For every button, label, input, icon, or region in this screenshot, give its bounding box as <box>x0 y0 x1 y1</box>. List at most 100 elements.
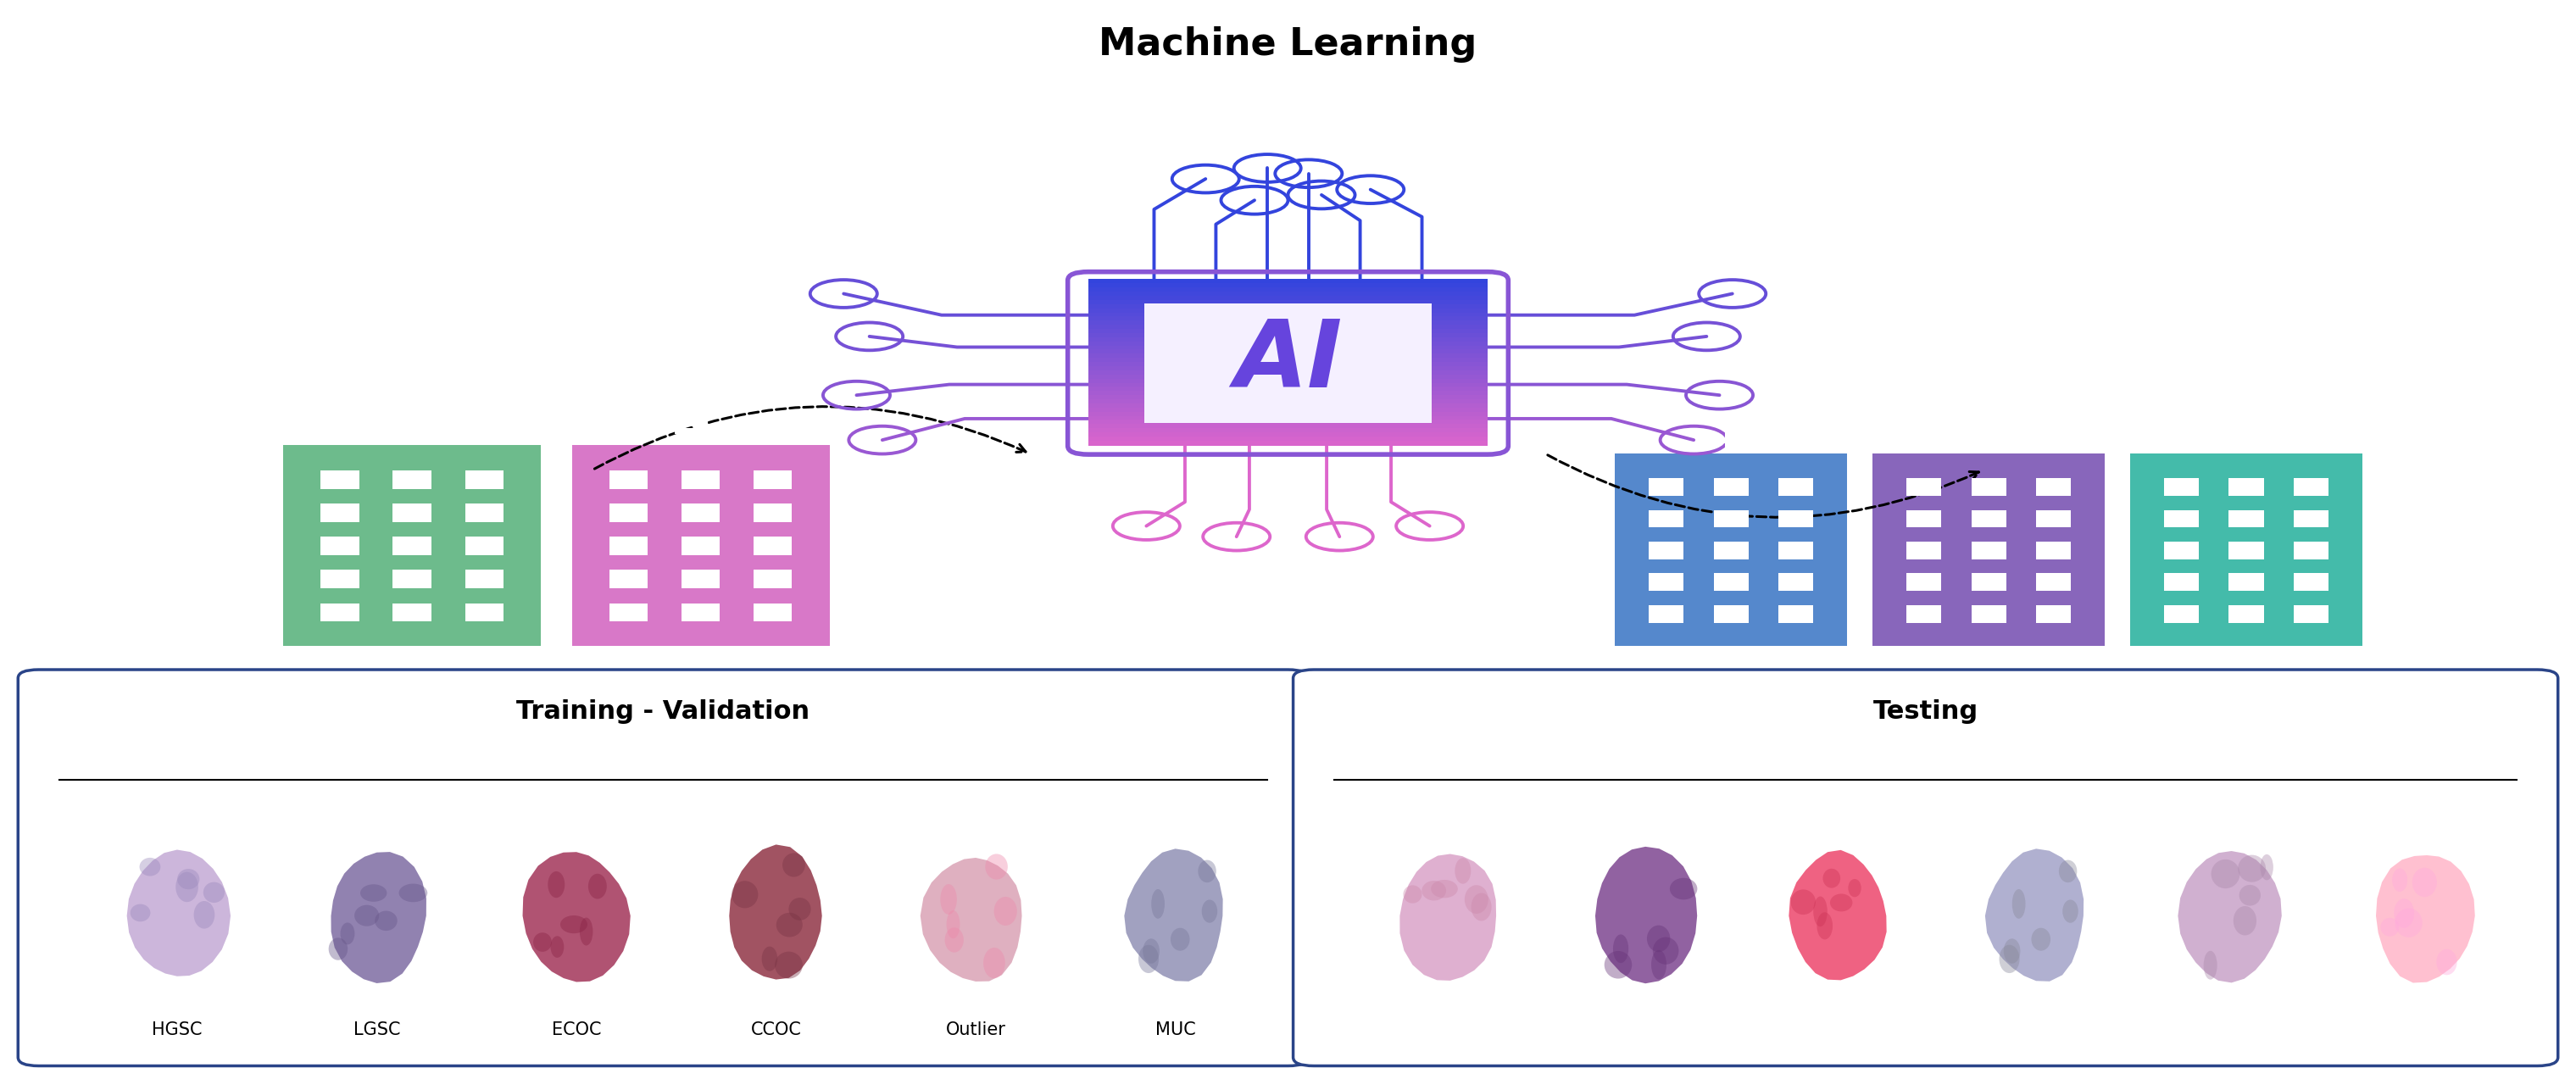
Ellipse shape <box>2239 854 2267 882</box>
Ellipse shape <box>1139 945 1159 973</box>
FancyBboxPatch shape <box>2164 604 2200 623</box>
Ellipse shape <box>2437 949 2458 975</box>
Ellipse shape <box>559 915 587 933</box>
FancyBboxPatch shape <box>680 537 721 555</box>
FancyBboxPatch shape <box>611 471 649 489</box>
FancyBboxPatch shape <box>1087 354 1489 359</box>
FancyBboxPatch shape <box>1971 509 2007 528</box>
FancyBboxPatch shape <box>1087 362 1489 367</box>
Ellipse shape <box>775 952 804 978</box>
FancyBboxPatch shape <box>2293 478 2329 496</box>
Polygon shape <box>1399 854 1497 980</box>
FancyBboxPatch shape <box>1971 478 2007 496</box>
FancyBboxPatch shape <box>1087 292 1489 297</box>
FancyBboxPatch shape <box>1087 387 1489 392</box>
Ellipse shape <box>533 932 551 952</box>
FancyBboxPatch shape <box>675 428 726 434</box>
FancyBboxPatch shape <box>2228 509 2264 528</box>
FancyBboxPatch shape <box>1087 415 1489 421</box>
FancyBboxPatch shape <box>1087 391 1489 396</box>
FancyBboxPatch shape <box>755 504 793 522</box>
FancyBboxPatch shape <box>464 537 505 555</box>
Ellipse shape <box>1455 858 1471 884</box>
FancyBboxPatch shape <box>1293 670 2558 1066</box>
Ellipse shape <box>1471 893 1492 921</box>
FancyBboxPatch shape <box>1087 309 1489 314</box>
FancyBboxPatch shape <box>1649 574 1685 591</box>
FancyBboxPatch shape <box>2228 604 2264 623</box>
FancyBboxPatch shape <box>2164 509 2200 528</box>
Ellipse shape <box>2411 867 2437 897</box>
Ellipse shape <box>732 881 757 908</box>
Text: Training - Validation: Training - Validation <box>518 700 809 724</box>
FancyBboxPatch shape <box>1087 342 1489 346</box>
FancyBboxPatch shape <box>1971 604 2007 623</box>
Polygon shape <box>1986 849 2084 981</box>
FancyBboxPatch shape <box>1087 437 1489 442</box>
FancyBboxPatch shape <box>1906 541 1942 560</box>
Ellipse shape <box>1790 890 1816 914</box>
FancyBboxPatch shape <box>1087 283 1489 288</box>
Polygon shape <box>920 858 1023 981</box>
Ellipse shape <box>984 854 1007 880</box>
FancyBboxPatch shape <box>1777 574 1814 591</box>
FancyBboxPatch shape <box>464 603 505 622</box>
Text: CCOC: CCOC <box>750 1021 801 1038</box>
FancyBboxPatch shape <box>1087 312 1489 317</box>
FancyBboxPatch shape <box>680 504 721 522</box>
Polygon shape <box>2177 851 2282 983</box>
FancyBboxPatch shape <box>319 537 361 555</box>
FancyBboxPatch shape <box>392 537 430 555</box>
FancyBboxPatch shape <box>1906 574 1942 591</box>
Text: Machine Learning: Machine Learning <box>1100 27 1476 63</box>
Text: ECOC: ECOC <box>551 1021 600 1038</box>
Polygon shape <box>2375 855 2476 983</box>
Ellipse shape <box>399 883 428 902</box>
Ellipse shape <box>549 871 564 898</box>
Ellipse shape <box>1654 937 1680 964</box>
Ellipse shape <box>1151 890 1164 918</box>
Ellipse shape <box>2380 917 2398 937</box>
FancyBboxPatch shape <box>2223 438 2269 443</box>
FancyBboxPatch shape <box>319 570 361 588</box>
FancyBboxPatch shape <box>680 570 721 588</box>
FancyBboxPatch shape <box>1713 541 1749 560</box>
FancyBboxPatch shape <box>1708 438 1754 443</box>
FancyBboxPatch shape <box>1698 609 1767 646</box>
Ellipse shape <box>788 898 811 921</box>
FancyBboxPatch shape <box>392 504 430 522</box>
FancyBboxPatch shape <box>755 471 793 489</box>
Ellipse shape <box>1646 925 1669 952</box>
FancyBboxPatch shape <box>1971 541 2007 560</box>
Ellipse shape <box>775 913 804 937</box>
FancyBboxPatch shape <box>2228 541 2264 560</box>
Ellipse shape <box>330 938 348 960</box>
FancyBboxPatch shape <box>1873 454 2105 646</box>
FancyBboxPatch shape <box>2035 574 2071 591</box>
Ellipse shape <box>1144 939 1159 963</box>
FancyBboxPatch shape <box>2228 478 2264 496</box>
Ellipse shape <box>2233 906 2257 936</box>
Ellipse shape <box>940 884 956 914</box>
FancyBboxPatch shape <box>319 504 361 522</box>
FancyBboxPatch shape <box>2293 604 2329 623</box>
Ellipse shape <box>1203 899 1218 923</box>
FancyBboxPatch shape <box>680 471 721 489</box>
FancyBboxPatch shape <box>1087 346 1489 350</box>
FancyBboxPatch shape <box>1087 333 1489 339</box>
Ellipse shape <box>1170 928 1190 951</box>
FancyBboxPatch shape <box>1087 358 1489 363</box>
FancyBboxPatch shape <box>283 444 541 646</box>
Ellipse shape <box>178 869 198 890</box>
FancyBboxPatch shape <box>1087 395 1489 400</box>
FancyBboxPatch shape <box>2293 509 2329 528</box>
FancyBboxPatch shape <box>1971 574 2007 591</box>
FancyBboxPatch shape <box>1713 478 1749 496</box>
Polygon shape <box>330 852 425 984</box>
FancyBboxPatch shape <box>1615 454 1847 646</box>
FancyBboxPatch shape <box>2164 478 2200 496</box>
Ellipse shape <box>1814 896 1826 927</box>
FancyBboxPatch shape <box>404 421 420 440</box>
FancyBboxPatch shape <box>2035 478 2071 496</box>
FancyBboxPatch shape <box>1649 509 1685 528</box>
